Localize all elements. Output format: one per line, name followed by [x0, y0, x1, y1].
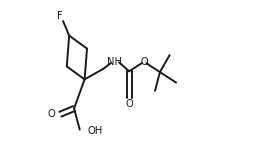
Text: OH: OH — [88, 126, 103, 136]
Text: O: O — [48, 109, 55, 119]
Text: F: F — [57, 11, 63, 21]
Text: NH: NH — [107, 57, 122, 67]
Text: O: O — [140, 57, 148, 67]
Text: O: O — [125, 99, 133, 110]
